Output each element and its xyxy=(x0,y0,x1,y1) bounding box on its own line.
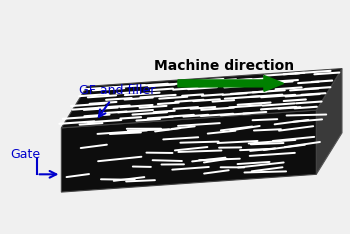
Polygon shape xyxy=(61,69,342,128)
Polygon shape xyxy=(61,110,316,192)
Text: Machine direction: Machine direction xyxy=(154,58,294,73)
Text: GF and filler: GF and filler xyxy=(79,84,155,117)
Polygon shape xyxy=(316,69,342,174)
FancyArrow shape xyxy=(178,76,284,91)
Text: Gate: Gate xyxy=(10,148,40,161)
